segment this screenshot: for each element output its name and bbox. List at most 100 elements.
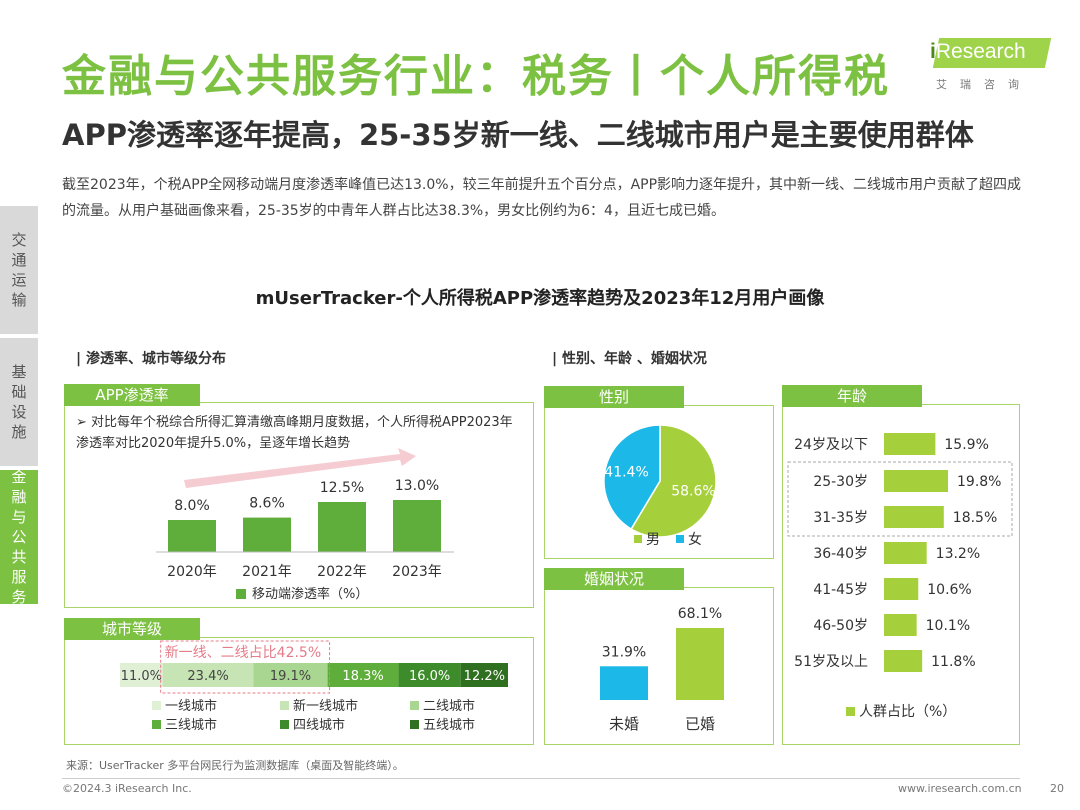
bar-value-label: 19.8%	[957, 474, 1001, 490]
age-bar-chart: 24岁及以下 15.9% 25-30岁 19.8% 31-35岁 18.5% 36-40岁 1…	[787, 433, 1013, 720]
y-tick-label: 41-45岁	[813, 582, 868, 598]
y-tick-label: 36-40岁	[813, 546, 868, 562]
pie-value-label: 58.6%	[671, 483, 715, 499]
legend-label: 移动端渗透率（%）	[252, 586, 368, 602]
marriage-bar	[600, 666, 648, 700]
segment-value-label: 16.0%	[409, 669, 450, 684]
legend-swatch	[634, 535, 642, 543]
chart-title: mUserTracker-个人所得税APP渗透率趋势及2023年12月用户画像	[255, 288, 825, 309]
callout-box	[160, 640, 331, 694]
city-segment	[120, 663, 163, 687]
penetration-note: ➢ 对比每年个税综合所得汇算清缴高峰期月度数据，个人所得税APP2023年渗透率…	[76, 415, 513, 451]
city-segment	[398, 663, 461, 687]
penetration-panel	[64, 402, 534, 608]
bar-value-label: 10.1%	[926, 618, 970, 634]
segment-value-label: 18.3%	[342, 669, 383, 684]
age-bar	[884, 578, 919, 600]
x-tick-label: 未婚	[609, 715, 639, 733]
age-bar	[884, 470, 948, 492]
pie-value-label: 41.4%	[604, 465, 648, 481]
y-tick-label: 51岁及以上	[794, 654, 868, 670]
age-bar	[884, 506, 944, 528]
sidebar-tab[interactable]: 基础设施	[0, 338, 38, 466]
legend-label: 女	[688, 531, 702, 548]
bar-value-label: 31.9%	[602, 644, 646, 660]
x-tick-label: 2021年	[242, 564, 292, 580]
segment-value-label: 23.4%	[187, 669, 228, 684]
legend-label: 四线城市	[293, 717, 345, 733]
age-bar	[884, 650, 923, 672]
city-tag: 城市等级	[64, 618, 200, 640]
iresearch-logo: iResearch 艾瑞咨询	[928, 34, 1052, 96]
city-panel	[64, 637, 534, 745]
city-segment	[162, 663, 254, 687]
x-tick-label: 2020年	[167, 564, 217, 580]
legend-swatch	[410, 720, 419, 729]
city-segment	[253, 663, 328, 687]
sidebar-tab[interactable]: 金融与公共服务	[0, 468, 38, 606]
intro-paragraph: 截至2023年，个税APP全网移动端月度渗透率峰值已达13.0%，较三年前提升五…	[62, 177, 1022, 219]
legend-swatch	[152, 701, 161, 710]
bar-value-label: 15.9%	[944, 437, 988, 453]
right-section-label: | 性别、年龄 、婚姻状况	[552, 351, 707, 367]
y-tick-label: 31-35岁	[813, 510, 868, 526]
marriage-bar	[676, 628, 724, 700]
bar-value-label: 18.5%	[953, 510, 997, 526]
penetration-bar-chart: 8.0% 2020年 8.6% 2021年 12.5% 2022年 13.0% 2023年移动…	[156, 448, 454, 602]
segment-value-label: 11.0%	[121, 669, 162, 684]
y-tick-label: 25-30岁	[813, 474, 868, 490]
sidebar-tab[interactable]: 交通运输	[0, 206, 38, 334]
page-subtitle: APP渗透率逐年提高，25-35岁新一线、二线城市用户是主要使用群体	[62, 118, 974, 152]
bar-value-label: 12.5%	[320, 480, 364, 496]
pie-slice	[603, 424, 661, 531]
page-number: 20	[1050, 782, 1064, 795]
bar-value-label: 13.0%	[395, 478, 439, 494]
x-tick-label: 已婚	[685, 715, 715, 733]
bar-value-label: 8.0%	[174, 498, 210, 514]
penetration-bar	[393, 500, 441, 552]
y-tick-label: 24岁及以下	[794, 437, 868, 453]
penetration-bar	[168, 520, 216, 552]
website-url: www.iresearch.com.cn	[898, 782, 1022, 795]
marriage-tag: 婚姻状况	[544, 568, 684, 590]
legend-swatch	[236, 589, 246, 599]
bar-value-label: 68.1%	[678, 606, 722, 622]
legend-swatch	[846, 707, 855, 716]
callout-label: 新一线、二线占比42.5%	[165, 645, 321, 661]
highlight-box	[787, 461, 1013, 537]
age-bar	[884, 542, 927, 564]
source-note: 来源：UserTracker 多平台网民行为监测数据库（桌面及智能终端）。	[66, 759, 404, 772]
penetration-bar	[318, 502, 366, 552]
penetration-bar	[243, 517, 291, 552]
age-bar	[884, 433, 936, 455]
bar-value-label: 10.6%	[927, 582, 971, 598]
legend-label: 新一线城市	[293, 698, 358, 714]
page-title: 金融与公共服务行业：税务丨个人所得税	[62, 51, 890, 102]
legend-swatch	[152, 720, 161, 729]
marriage-bar-chart: 31.9% 未婚 68.1% 已婚	[600, 606, 724, 733]
legend-label: 人群占比（%）	[859, 704, 956, 720]
bar-value-label: 13.2%	[936, 546, 980, 562]
bar-value-label: 11.8%	[931, 654, 975, 670]
left-section-label: | 渗透率、城市等级分布	[76, 351, 226, 367]
trend-arrow	[184, 448, 416, 488]
x-tick-label: 2022年	[317, 564, 367, 580]
age-bar	[884, 614, 917, 636]
x-tick-label: 2023年	[392, 564, 442, 580]
legend-label: 男	[646, 532, 660, 548]
gender-pie-chart: 58.6% 41.4% 男 女	[603, 424, 717, 548]
y-tick-label: 46-50岁	[813, 618, 868, 634]
segment-value-label: 19.1%	[270, 669, 311, 684]
pie-slice	[630, 424, 717, 538]
legend-label: 五线城市	[423, 717, 475, 733]
city-segment	[327, 663, 399, 687]
city-segment	[460, 663, 508, 687]
city-stacked-bar: 11.0% 23.4% 19.1% 18.3% 16.0% 12.2% 新一线、二线占比42…	[120, 640, 508, 733]
footer-divider	[62, 778, 1020, 779]
age-tag: 年龄	[782, 385, 922, 407]
legend-label: 一线城市	[165, 698, 217, 714]
legend-swatch	[280, 720, 289, 729]
legend-label: 三线城市	[165, 717, 217, 733]
legend-label: 二线城市	[423, 698, 475, 714]
copyright: ©2024.3 iResearch Inc.	[62, 782, 192, 795]
